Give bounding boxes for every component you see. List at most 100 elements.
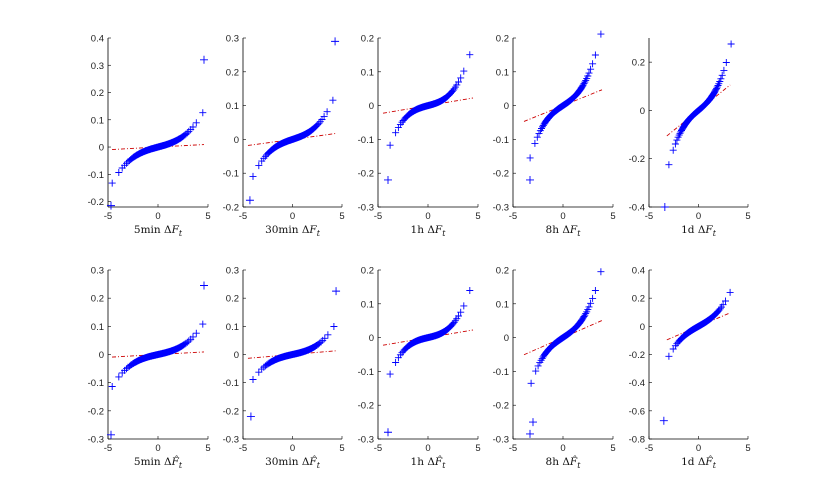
x-axis-label: 1h ΔF̂t (411, 455, 447, 470)
x-tick-label: 0 (696, 443, 701, 454)
quantile-points (108, 109, 207, 187)
x-tick-label: 0 (696, 211, 701, 222)
y-tick-label: 0 (369, 333, 374, 344)
x-tick-label: 0 (425, 443, 430, 454)
x-tick-label: 0 (155, 211, 160, 222)
x-tick-label: 5 (610, 443, 615, 454)
y-tick-label: 0 (504, 101, 509, 112)
y-tick-label: 0.2 (496, 34, 509, 45)
y-tick-label: -0.6 (629, 406, 645, 417)
quantile-points (665, 288, 734, 360)
quantile-points (249, 96, 337, 180)
x-tick-label: -5 (374, 211, 382, 222)
qq-panel-8: -0.3 -0.2 -0.1 0 0.1 0.2 -5 0 5 1h ΔF̂t (358, 266, 481, 471)
y-tick-label: 0.2 (361, 266, 374, 277)
outlier-point (107, 430, 115, 439)
y-tick-label: 0.1 (496, 67, 509, 78)
y-tick-label: 0 (640, 106, 645, 117)
reference-line (247, 132, 338, 146)
y-tick-label: 0 (369, 101, 374, 112)
y-tick-label: 0 (640, 322, 645, 333)
y-tick-label: -0.3 (493, 435, 509, 446)
x-tick-label: 5 (339, 443, 344, 454)
y-tick-label: 0.1 (91, 322, 104, 333)
y-tick-label: 0.4 (91, 34, 104, 45)
y-tick-label: 0.2 (632, 294, 645, 305)
x-axis-label: 30min ΔF̂t (265, 455, 321, 470)
y-tick-label: 0.1 (91, 115, 104, 126)
y-tick-label: 0.3 (91, 61, 104, 72)
y-tick-label: -0.1 (223, 378, 239, 389)
qq-panel-9: -0.3 -0.2 -0.1 0 0.1 0.2 -5 0 5 8h ΔF̂t (493, 266, 616, 471)
x-axis-label: 5min ΔFt (134, 224, 183, 238)
y-tick-label: -0.2 (358, 401, 374, 412)
y-tick-label: -0.3 (493, 203, 509, 214)
y-tick-label: -0.2 (629, 154, 645, 165)
outlier-point (529, 418, 537, 427)
outlier-point (659, 416, 668, 425)
y-tick-label: 0.2 (226, 67, 239, 78)
x-tick-label: 5 (339, 211, 344, 222)
x-tick-label: 5 (205, 211, 210, 222)
x-tick-label: 5 (610, 211, 615, 222)
outlier-point (526, 429, 534, 438)
qq-panel-3: -0.3 -0.2 -0.1 0 0.1 0.2 -5 0 5 1h ΔFt (358, 34, 481, 239)
outlier-point (660, 203, 669, 211)
y-tick-label: 0.4 (632, 266, 645, 277)
y-tick-label: -0.2 (629, 350, 645, 361)
outlier-point (331, 37, 340, 46)
outlier-point (246, 412, 255, 421)
y-tick-label: -0.3 (358, 203, 374, 214)
y-tick-label: -0.2 (223, 406, 239, 417)
y-tick-label: -0.1 (493, 135, 509, 146)
x-tick-label: 5 (745, 211, 750, 222)
y-tick-label: 0.1 (226, 322, 239, 333)
x-axis-label: 1d ΔFt (681, 224, 717, 238)
outlier-point (200, 281, 208, 290)
qq-panel-1: -0.2 -0.1 0 0.1 0.2 0.3 0.4 -5 0 5 5min ΔFt (88, 34, 211, 239)
x-tick-label: -5 (509, 211, 517, 222)
reference-line (247, 350, 338, 359)
outlier-point (200, 55, 208, 64)
quantile-points (249, 323, 338, 383)
quantile-points (386, 287, 474, 378)
y-tick-label: -0.1 (223, 169, 239, 180)
y-tick-label: -0.2 (493, 401, 509, 412)
qq-panel-2: -0.2 -0.1 0 0.1 0.2 0.3 -5 0 5 30min ΔFt (223, 34, 345, 239)
y-tick-label: -0.2 (358, 169, 374, 180)
y-tick-label: 0.2 (91, 294, 104, 305)
y-tick-label: 0.2 (361, 34, 374, 45)
x-axis-label: 8h ΔF̂t (546, 455, 582, 470)
y-tick-label: -0.2 (493, 169, 509, 180)
outlier-point (526, 175, 534, 184)
x-tick-label: -5 (239, 443, 247, 454)
outlier-point (245, 196, 254, 205)
quantile-points (386, 51, 474, 149)
y-tick-label: 0.1 (361, 67, 374, 78)
y-tick-label: -0.4 (629, 378, 645, 389)
x-tick-label: 0 (425, 211, 430, 222)
y-tick-label: -0.8 (629, 435, 645, 446)
qq-panel-7: -0.3 -0.2 -0.1 0 0.1 0.2 0.3 -5 0 5 30min ΔF̂t (223, 266, 345, 471)
x-tick-label: -5 (645, 211, 653, 222)
y-tick-label: -0.1 (88, 170, 104, 181)
qq-panel-4: -0.3 -0.2 -0.1 0 0.1 0.2 -5 0 5 8h ΔFt (493, 30, 616, 238)
y-tick-label: -0.1 (358, 135, 374, 146)
y-tick-label: 0.2 (91, 88, 104, 99)
x-tick-label: 0 (560, 211, 565, 222)
y-tick-label: -0.2 (88, 406, 104, 417)
outlier-point (384, 175, 392, 184)
qq-panel-5: -0.4 -0.2 0 0.2 -5 0 5 1d ΔFt (629, 38, 751, 238)
y-tick-label: 0.3 (226, 34, 239, 45)
x-tick-label: -5 (374, 443, 382, 454)
y-tick-label: -0.2 (88, 197, 104, 208)
reference-line (666, 312, 731, 341)
y-tick-label: 0.1 (361, 299, 374, 310)
x-tick-label: 0 (155, 443, 160, 454)
x-tick-label: 5 (475, 443, 480, 454)
x-tick-label: 0 (290, 443, 295, 454)
y-tick-label: 0.2 (226, 294, 239, 305)
x-tick-label: 5 (205, 443, 210, 454)
y-tick-label: 0 (234, 135, 239, 146)
